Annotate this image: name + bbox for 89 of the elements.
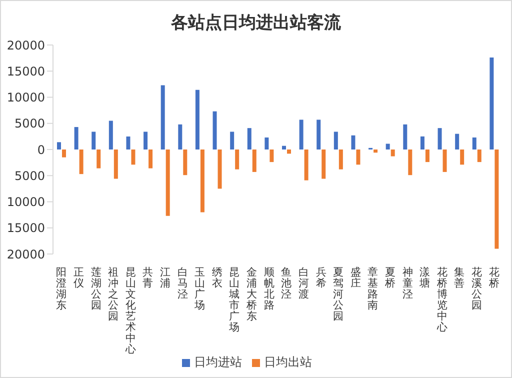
bar [356,150,360,165]
bar [183,150,188,176]
bar [160,85,165,150]
bar [490,58,494,150]
bar [374,150,378,153]
x-tick-label: 花桥博览中心 [436,265,448,334]
x-tick-label: 昆山城市广场 [228,266,240,334]
x-tick-label: 正仪 [73,266,84,290]
bar [287,150,291,154]
bar [299,120,304,150]
bar [408,150,412,176]
bar [144,132,148,150]
bar [334,132,338,150]
x-tick-label: 昆山文化艺术中心 [124,266,136,356]
legend-label: 日均进站 [194,355,242,369]
x-tick-label: 顺帆北路 [264,266,275,312]
bar [74,127,78,150]
y-tick-label: 5000 [14,168,45,183]
y-tick-label: 15000 [6,221,45,236]
x-tick-label: 兵希 [316,265,327,290]
bar [420,136,424,150]
bar [442,150,447,172]
bar [218,150,222,189]
x-tick-label: 夏驾河公园 [333,266,344,323]
bar [148,150,153,168]
bar [282,146,286,150]
x-tick-label: 花溪公园 [472,265,483,312]
bar [472,137,476,150]
x-tick-label: 集善 [454,266,466,290]
x-tick-label: 盛庄 [350,265,362,290]
bar [438,128,442,150]
x-tick-label: 绣衣 [212,266,223,290]
x-tick-label: 白河渡 [298,266,310,300]
bar [403,124,408,150]
x-tick-label: 阳澄湖东 [56,266,68,312]
bar [212,111,217,150]
x-tick-label: 花桥 [488,265,500,290]
bar [108,120,113,150]
bar [200,150,204,212]
bar [166,150,170,216]
bar [252,150,256,172]
bar [390,150,395,156]
bar [92,132,96,150]
x-tick-label: 漾塘 [418,265,431,290]
x-tick-label: 白马泾 [177,266,188,300]
bar [338,150,343,170]
bar [79,150,84,174]
y-tick-label: 5000 [14,116,45,131]
chart-title: 各站点日均进出站客流 [170,12,342,35]
y-tick-label: 20000 [6,38,45,52]
bar [316,120,321,150]
bar [131,150,136,165]
legend-label: 日均出站 [264,355,312,369]
bar [57,142,61,150]
bar [460,150,464,165]
x-tick-label: 夏桥 [384,266,396,290]
bar [178,124,182,150]
bar [425,150,430,162]
bar [322,150,326,179]
y-tick-label: 10000 [6,90,45,105]
bar [386,144,390,150]
x-tick-label: 玉山广场 [194,266,206,312]
bar [304,150,308,180]
bar [247,128,252,150]
bar [264,137,269,150]
x-tick-label: 江浦 [160,266,171,290]
y-tick-label: 10000 [6,195,45,210]
x-tick-label: 神童泾 [402,265,414,300]
bar [235,150,240,170]
bar [230,132,234,150]
x-tick-label: 金浦大桥东 [246,266,258,323]
x-tick-label: 祖冲之公园 [108,265,120,323]
bar [114,150,118,179]
bar [455,134,460,150]
bar [126,136,130,150]
bar [62,150,66,158]
bar [270,150,274,162]
bar [96,150,101,168]
bar [351,135,356,150]
x-tick-label: 莲湖公园 [90,265,102,312]
y-tick-label: 0 [37,142,45,157]
bar [494,150,499,249]
y-tick-label: 15000 [6,64,45,78]
x-tick-label: 章基路南 [368,265,379,312]
x-tick-label: 共青 [142,265,154,290]
x-tick-label: 鱼池泾 [281,266,292,300]
y-tick-label: 20000 [6,247,45,262]
bar [477,150,482,162]
bar [195,90,200,150]
